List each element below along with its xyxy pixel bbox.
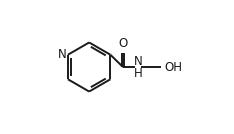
Text: OH: OH xyxy=(164,60,182,74)
Text: N
H: N H xyxy=(134,55,143,79)
Text: N: N xyxy=(58,48,66,61)
Text: O: O xyxy=(118,37,128,50)
